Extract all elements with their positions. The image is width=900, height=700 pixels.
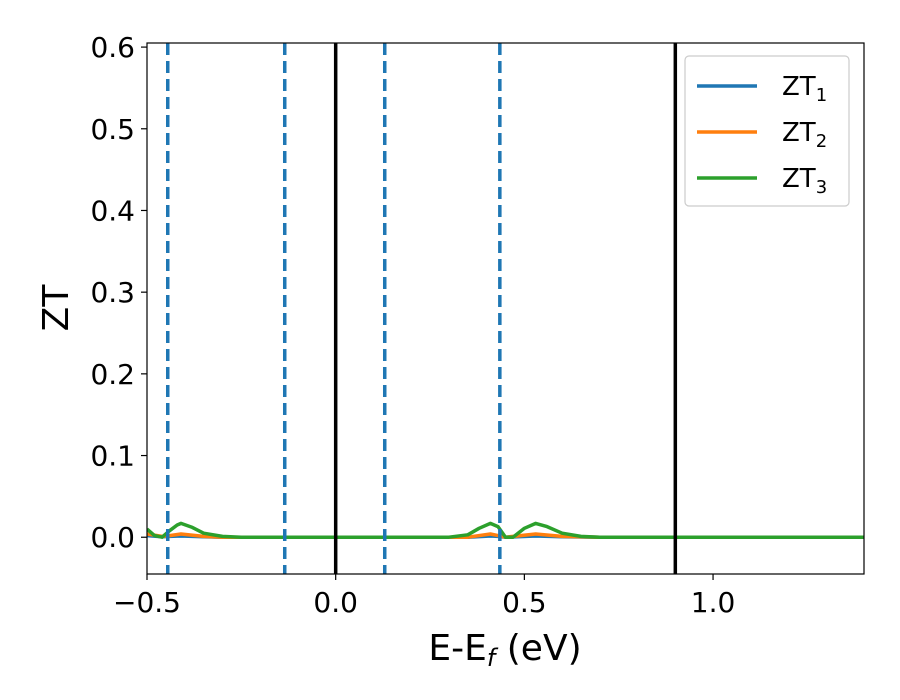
x-axis-label-main: E-E	[428, 628, 486, 669]
plot-frame	[146, 42, 865, 575]
x-tick-label: 0.0	[313, 586, 358, 619]
y-tick-label: 0.2	[90, 358, 135, 391]
axis-ticks: −0.5 0.0 0.5 1.0 0.0 0.1 0.2 0.3 0.4 0.5 0.6	[90, 31, 735, 619]
x-axis-label: E-Ef (eV)	[428, 628, 581, 672]
y-tick-label: 0.5	[90, 113, 135, 146]
y-tick-label: 0.4	[90, 194, 135, 227]
y-tick-label: 0.1	[90, 440, 135, 473]
y-axis-label: ZT	[36, 284, 77, 332]
series-line-zt3	[147, 521, 864, 539]
legend-label-zt2: ZT2	[782, 118, 827, 152]
series-line-zt2	[147, 532, 864, 539]
x-tick-label: −0.5	[113, 586, 181, 619]
plot-area	[147, 43, 864, 574]
legend-label-zt1: ZT1	[782, 72, 827, 106]
x-tick-label: 0.5	[502, 586, 547, 619]
y-tick-label: 0.0	[90, 521, 135, 554]
legend-label-zt3: ZT3	[782, 164, 827, 198]
y-tick-label: 0.6	[90, 31, 135, 64]
x-tick-label: 1.0	[691, 586, 736, 619]
y-tick-label: 0.3	[90, 276, 135, 309]
legend: ZT1 ZT2 ZT3	[684, 55, 850, 207]
legend-box	[684, 55, 850, 207]
x-axis-label-tail: (eV)	[495, 628, 581, 669]
